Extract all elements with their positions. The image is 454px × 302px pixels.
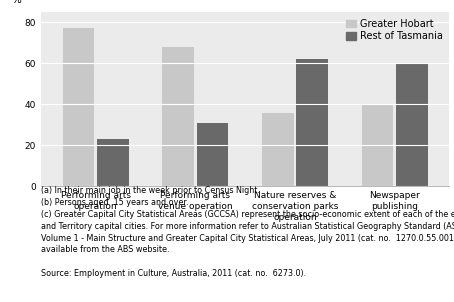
Bar	[396, 63, 428, 186]
Bar	[63, 28, 94, 186]
Bar	[97, 139, 129, 186]
Bar	[162, 47, 194, 186]
Bar	[197, 123, 228, 186]
Bar	[361, 104, 394, 186]
Bar	[262, 113, 294, 186]
Y-axis label: %: %	[11, 0, 21, 5]
Text: (a) In their main job in the week prior to Census Night.
(b) Persons aged  15 ye: (a) In their main job in the week prior …	[41, 186, 454, 278]
Legend: Greater Hobart, Rest of Tasmania: Greater Hobart, Rest of Tasmania	[344, 17, 444, 43]
Bar	[296, 59, 328, 186]
